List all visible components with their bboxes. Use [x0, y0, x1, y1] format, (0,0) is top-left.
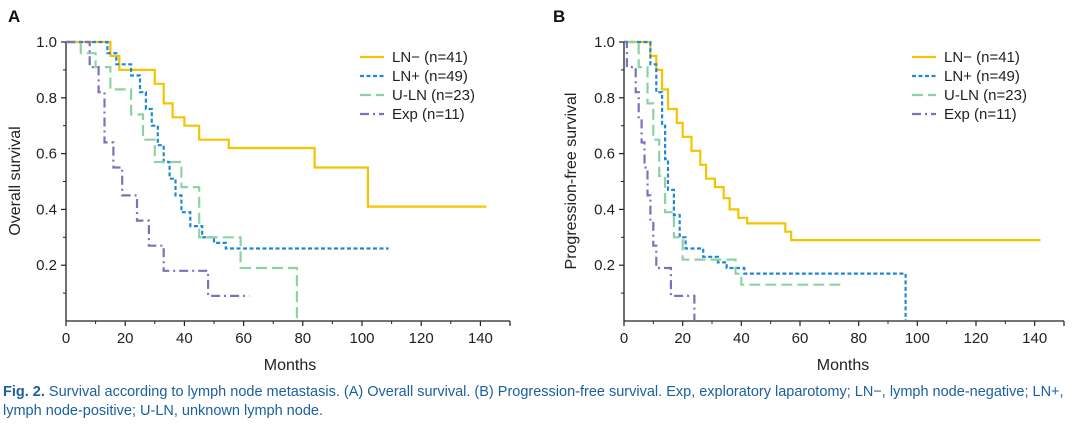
panel-a-y-tick-label: 0.8 [36, 90, 57, 107]
panel-a-x-tick-label: 120 [409, 330, 434, 347]
panel-b-y-tick-label: 0.8 [594, 90, 615, 107]
panel-b-x-tick-label: 0 [620, 330, 628, 347]
panel-b-y-tick-label: 0.4 [594, 201, 615, 218]
panel-b-x-tick-label: 140 [1022, 330, 1047, 347]
caption-figure-label: Fig. 2. [3, 384, 45, 400]
panel-a-x-tick-label: 40 [176, 330, 193, 347]
panel-a-legend: LN− (n=41) LN+ (n=49) U-LN (n=23) Exp (n=11… [360, 49, 475, 123]
panel-b-series-uminusln-curve [624, 40, 844, 286]
panel-b-series-lnplus-curve [624, 40, 907, 321]
panel-a-label: A [8, 7, 20, 26]
panel-a-x-tick-label: 20 [117, 330, 134, 347]
panel-b-x-axis-title: Months [817, 357, 869, 370]
panel-b-legend-label: Exp (n=11) [944, 106, 1017, 123]
panel-a-legend-label: LN− (n=41) [392, 49, 468, 66]
panel-a-y-axis-title: Overall survival [7, 126, 24, 235]
panel-a-x-tick-label: 0 [62, 330, 70, 347]
panel-a-curves [66, 40, 487, 321]
panel-a-legend-label: Exp (n=11) [392, 106, 465, 123]
survival-figure: A Overall survival Months 0 20 40 60 80 100 12… [7, 7, 1065, 370]
panel-a-y-tick-label: 0.4 [36, 201, 57, 218]
panel-a-x-tick-label: 60 [235, 330, 252, 347]
panel-b-x-tick-label: 80 [850, 330, 867, 347]
panel-a-legend-label: U-LN (n=23) [392, 87, 475, 104]
panel-b-x-tick-label: 40 [733, 330, 750, 347]
panel-a-y-tick-label: 1.0 [36, 34, 57, 51]
panel-a-series-lnplus-curve [66, 40, 389, 250]
panel-b-y-tick-label: 0.2 [594, 257, 615, 274]
panel-b-curves [624, 40, 1041, 321]
panel-a-x-axis-title: Months [264, 357, 316, 370]
caption-text: Survival according to lymph node metasta… [3, 384, 1064, 419]
panel-b-label: B [553, 7, 565, 26]
panel-a-y-tick-label: 0.2 [36, 257, 57, 274]
panel-b-x-tick-label: 20 [674, 330, 691, 347]
panel-b-legend-label: LN− (n=41) [944, 49, 1020, 66]
panel-a-x-tick-label: 100 [349, 330, 374, 347]
figure-caption: Fig. 2. Survival according to lymph node… [3, 383, 1077, 421]
panel-a-x-tick-label: 140 [468, 330, 493, 347]
panel-b-x-tick-label: 120 [963, 330, 988, 347]
panel-b-legend: LN− (n=41) LN+ (n=49) U-LN (n=23) Exp (n=11… [912, 49, 1027, 123]
panel-b-series-exp-curve [624, 40, 696, 321]
panel-b-ticks: 0 20 40 60 80 100 120 140 0.2 0.4 0.6 0.8 1.0 [594, 34, 1065, 347]
panel-b-y-axis-title: Progression-free survival [563, 93, 580, 270]
panel-b-legend-label: U-LN (n=23) [944, 87, 1027, 104]
panel-a-series-exp-curve [66, 40, 250, 297]
panel-a-series-lnminus-curve [66, 40, 487, 208]
panel-a-ticks: 0 20 40 60 80 100 120 140 0.2 0.4 0.6 0.8 1.0 [36, 34, 511, 347]
panel-b-legend-label: LN+ (n=49) [944, 68, 1020, 85]
panel-a-series-uminusln-curve [66, 40, 298, 321]
panel-a-legend-label: LN+ (n=49) [392, 68, 468, 85]
panel-b-series-lnminus-curve [624, 40, 1041, 242]
panel-b-y-tick-label: 1.0 [594, 34, 615, 51]
panel-b-x-tick-label: 60 [792, 330, 809, 347]
panel-b-progression-free-survival: B Progression-free survival Months 0 20 40… [553, 7, 1065, 370]
panel-b-x-tick-label: 100 [905, 330, 930, 347]
panel-a-y-tick-label: 0.6 [36, 146, 57, 163]
panel-a-overall-survival: A Overall survival Months 0 20 40 60 80 100 12… [7, 7, 511, 370]
panel-a-x-tick-label: 80 [294, 330, 311, 347]
panel-b-y-tick-label: 0.6 [594, 146, 615, 163]
